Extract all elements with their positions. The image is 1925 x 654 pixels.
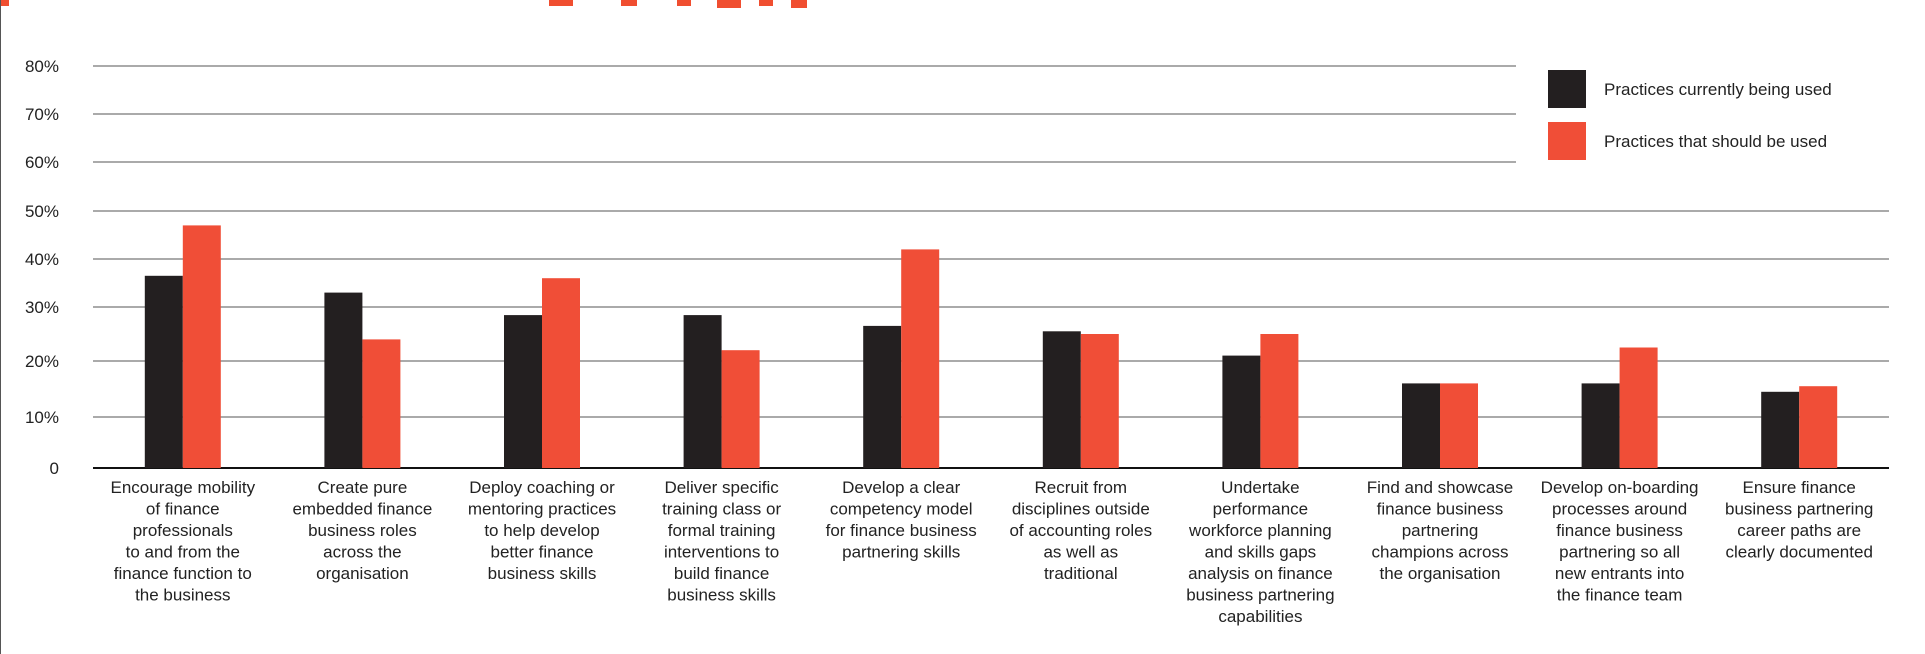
bar-should-be-used — [901, 249, 940, 468]
x-category-label: Develop a clear competency model for finan… — [826, 478, 977, 562]
y-tick-label: 50% — [25, 202, 59, 221]
bar-currently-used — [144, 275, 183, 468]
x-category-label: Recruit from disciplines outside of accoun… — [1009, 478, 1152, 583]
y-tick-label: 70% — [25, 105, 59, 124]
bar-currently-used — [1042, 331, 1081, 468]
y-tick-label: 40% — [25, 250, 59, 269]
legend-label-currently-used: Practices currently being used — [1604, 80, 1832, 99]
legend-swatch-currently-used — [1548, 70, 1586, 108]
x-axis-labels: Encourage mobility of finance professional… — [111, 478, 1874, 626]
title-fragment-cut — [1, 0, 807, 8]
bar-should-be-used — [1799, 386, 1838, 468]
bar-currently-used — [504, 315, 542, 468]
bar-currently-used — [1222, 355, 1261, 468]
legend: Practices currently being used Practices … — [1548, 70, 1832, 160]
bar-should-be-used — [362, 339, 401, 468]
legend-label-should-be-used: Practices that should be used — [1604, 132, 1827, 151]
x-category-label: Deploy coaching or mentoring practices to … — [468, 478, 616, 583]
bar-should-be-used — [1440, 383, 1478, 468]
bar-currently-used — [1402, 383, 1440, 468]
bar-currently-used — [683, 315, 722, 468]
bar-should-be-used — [542, 278, 580, 468]
y-tick-label: 10% — [25, 408, 59, 427]
y-tick-label: 20% — [25, 352, 59, 371]
bar-should-be-used — [1619, 347, 1658, 468]
bar-should-be-used — [1080, 334, 1119, 468]
bar-currently-used — [324, 292, 363, 468]
y-tick-label: 60% — [25, 153, 59, 172]
y-tick-label: 0 — [50, 459, 59, 478]
x-category-label: Undertake performance workforce planning an… — [1186, 478, 1334, 626]
bar-currently-used — [1581, 383, 1620, 468]
bar-should-be-used — [182, 225, 221, 468]
bar-should-be-used — [1260, 334, 1299, 468]
legend-swatch-should-be-used — [1548, 122, 1586, 160]
x-category-label: Develop on-boarding processes around finan… — [1541, 478, 1699, 605]
x-category-label: Encourage mobility of finance professional… — [111, 478, 256, 605]
x-category-label: Find and showcase finance business partner… — [1367, 478, 1513, 583]
x-category-label: Ensure finance business partnering career … — [1725, 478, 1873, 562]
bar-should-be-used — [721, 350, 760, 468]
bar-currently-used — [1761, 391, 1800, 468]
x-category-label: Create pure embedded finance business role… — [292, 478, 432, 583]
y-tick-label: 30% — [25, 298, 59, 317]
x-category-label: Deliver specific training class or formal … — [662, 478, 781, 605]
y-axis-ticks: 0 10% 20% 30% 40% 50% 60% 70% 80% — [25, 57, 59, 478]
bars — [144, 225, 1838, 468]
y-tick-label: 80% — [25, 57, 59, 76]
bar-currently-used — [863, 325, 902, 468]
